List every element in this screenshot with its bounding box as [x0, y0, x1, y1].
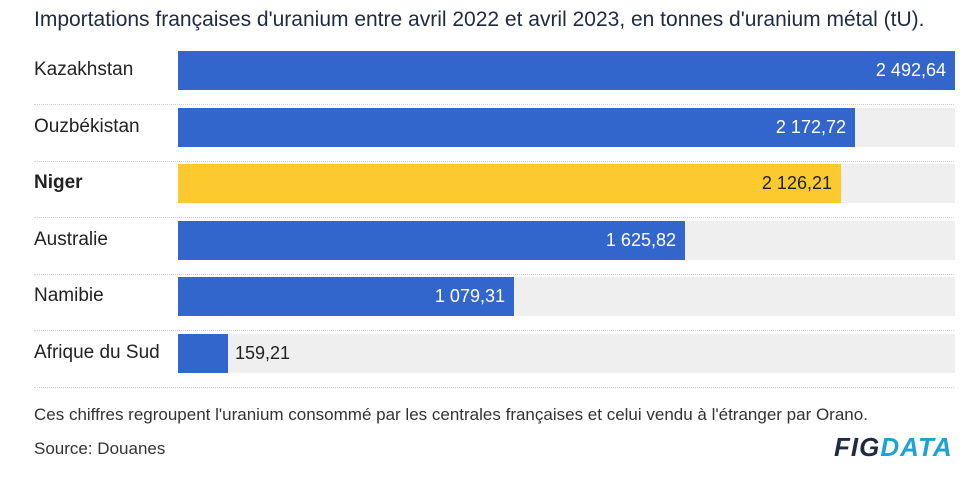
- value-label: 2 172,72: [775, 116, 846, 137]
- figdata-logo: FIGDATA: [834, 432, 953, 463]
- bar: [178, 334, 228, 373]
- logo-data: DATA: [880, 432, 953, 462]
- category-label: Namibie: [34, 285, 104, 307]
- bar-row: Namibie 1 079,31: [34, 274, 955, 332]
- bar-row: Kazakhstan 2 492,64: [34, 48, 955, 105]
- bar: [178, 107, 855, 147]
- category-label: Niger: [34, 172, 83, 194]
- bar: [178, 220, 685, 260]
- logo-fig: FIG: [834, 432, 881, 462]
- value-label: 2 492,64: [875, 60, 946, 80]
- category-label: Afrique du Sud: [34, 342, 160, 363]
- value-label: 2 126,21: [761, 173, 832, 194]
- bar-track: 2 126,21: [178, 164, 955, 204]
- bar-row: Niger 2 126,21: [34, 161, 955, 219]
- bar-track: 1 079,31: [178, 277, 955, 317]
- bar-row: Ouzbékistan 2 172,72: [34, 105, 955, 162]
- category-label: Kazakhstan: [34, 59, 134, 80]
- bar-track: 1 625,82: [178, 220, 955, 260]
- chart-title: Importations françaises d'uranium entre …: [34, 8, 925, 31]
- bar: [178, 277, 514, 317]
- bar-track: 2 172,72: [178, 107, 955, 147]
- value-label: 1 079,31: [434, 286, 505, 307]
- bar-track: 159,21: [178, 334, 955, 373]
- chart-source: Source: Douanes: [34, 439, 166, 458]
- category-label: Ouzbékistan: [34, 115, 140, 137]
- bar-chart: Kazakhstan 2 492,64 Ouzbékistan 2 172,72 Nig…: [0, 48, 980, 388]
- category-label: Australie: [34, 228, 108, 250]
- value-label: 1 625,82: [605, 229, 676, 250]
- value-label: 159,21: [235, 343, 291, 363]
- bar-track: 2 492,64: [178, 51, 955, 90]
- bar: [178, 51, 955, 90]
- bar-row: Afrique du Sud 159,21: [34, 331, 955, 388]
- bar: [178, 164, 841, 204]
- chart-note: Ces chiffres regroupent l'uranium consom…: [34, 405, 868, 424]
- bar-row: Australie 1 625,82: [34, 218, 955, 275]
